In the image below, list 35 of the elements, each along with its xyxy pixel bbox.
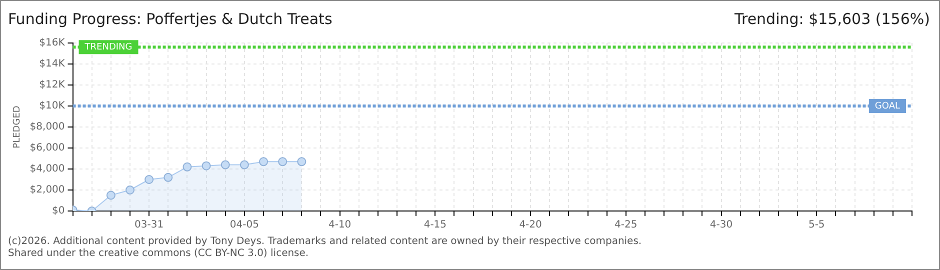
- y-axis-title: PLEDGED: [12, 106, 23, 148]
- x-tick-label: 4-30: [710, 220, 733, 231]
- text: (c)2026. Additional content provided by Tony Deys. Trademarks and related content are owned by their respective companies.: [8, 236, 642, 247]
- ref-line-label: TRENDING: [84, 42, 132, 53]
- point: [182, 162, 192, 172]
- y-tick-label: $2,000: [30, 184, 65, 196]
- point: [202, 161, 211, 170]
- y-tick-label: $10K: [39, 100, 66, 112]
- point: [259, 157, 268, 166]
- point: [144, 175, 154, 184]
- ref-line-label: GOAL: [874, 101, 900, 112]
- y-tick-label: $14K: [39, 58, 66, 70]
- x-tick-label: 04-05: [230, 220, 259, 231]
- y-tick-label: $16K: [39, 38, 66, 49]
- point: [220, 160, 230, 170]
- y-tick-label: $12K: [39, 80, 66, 91]
- y-tick-label: $8,000: [30, 122, 65, 133]
- chart-title: Funding Progress: Poffertjes & Dutch Treats: [8, 10, 332, 28]
- y-tick-label: $6,000: [30, 142, 65, 154]
- x-tick-label: 03-31: [134, 220, 164, 231]
- point: [164, 172, 173, 182]
- y-tick-label: $4,000: [30, 164, 65, 175]
- y-tick-label: $0: [52, 206, 65, 217]
- text: Shared under the creative commons (CC BY-NC 3.0) license.: [8, 248, 309, 259]
- point: [126, 186, 135, 194]
- point: [278, 157, 288, 166]
- x-tick-label: 4-25: [614, 220, 638, 231]
- point: [297, 157, 306, 166]
- point: [106, 190, 116, 200]
- x-tick-label: 4-15: [424, 220, 447, 231]
- x-tick-label: 4-20: [519, 220, 542, 231]
- x-tick-label: 5-5: [808, 220, 825, 231]
- x-tick-label: 4-10: [328, 220, 352, 231]
- chart-subtitle: Trending: $15,603 (156%): [734, 10, 930, 28]
- point: [240, 160, 249, 170]
